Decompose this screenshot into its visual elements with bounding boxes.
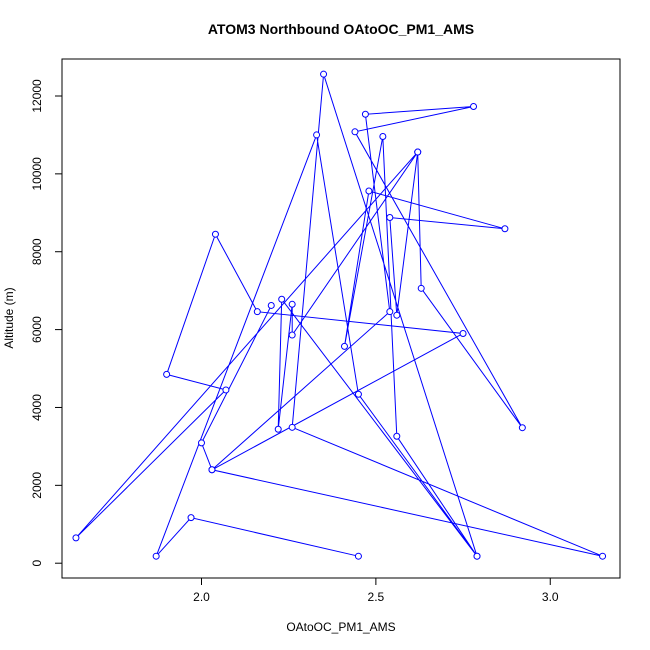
data-point (386, 308, 394, 316)
data-point (351, 128, 359, 136)
data-point (599, 552, 607, 560)
data-point (253, 308, 261, 316)
x-tick-label: 2.5 (368, 590, 385, 604)
plot-frame (61, 58, 621, 579)
data-point (211, 230, 219, 238)
data-point (198, 439, 205, 447)
y-tick-label: 12000 (30, 79, 44, 113)
data-point (393, 311, 401, 319)
data-point (152, 552, 160, 560)
y-tick-label: 2000 (30, 472, 44, 499)
data-point (354, 552, 362, 560)
data-point (278, 295, 286, 303)
data-point (354, 390, 362, 398)
data-point (361, 110, 369, 118)
data-point (365, 187, 373, 195)
y-tick-label: 4000 (30, 394, 44, 421)
data-point (274, 425, 282, 433)
data-point (187, 514, 195, 522)
x-axis-label: OAtoOC_PM1_AMS (286, 620, 396, 634)
data-point (340, 342, 348, 350)
x-tick-label: 2.0 (193, 590, 210, 604)
y-tick-label: 6000 (30, 316, 44, 343)
data-point (288, 300, 296, 308)
series-line (75, 74, 603, 557)
data-point (208, 466, 216, 474)
y-tick-label: 8000 (30, 238, 44, 265)
x-tick-label: 3.0 (542, 590, 559, 604)
data-point (414, 148, 422, 156)
series-layer (72, 70, 607, 560)
data-point (313, 131, 321, 139)
data-point (417, 284, 425, 292)
data-point (473, 552, 481, 560)
data-point (288, 331, 296, 339)
data-point (470, 103, 478, 111)
data-point (386, 213, 394, 221)
data-point (518, 424, 526, 432)
data-point (320, 70, 328, 78)
data-point (459, 329, 467, 337)
data-point (379, 132, 387, 140)
x-axis: 2.0 2.5 3.0 (193, 577, 559, 604)
y-tick-label: 0 (30, 560, 44, 567)
y-axis: 0 2000 4000 6000 8000 10000 12000 (30, 79, 63, 567)
data-point (393, 432, 401, 440)
data-point (288, 423, 296, 431)
chart-title: ATOM3 Northbound OAtoOC_PM1_AMS (207, 21, 475, 37)
data-point (267, 301, 275, 309)
data-point (72, 534, 80, 542)
data-point (501, 225, 509, 233)
data-point (222, 386, 230, 394)
data-point (163, 370, 171, 378)
y-tick-label: 10000 (30, 157, 44, 191)
